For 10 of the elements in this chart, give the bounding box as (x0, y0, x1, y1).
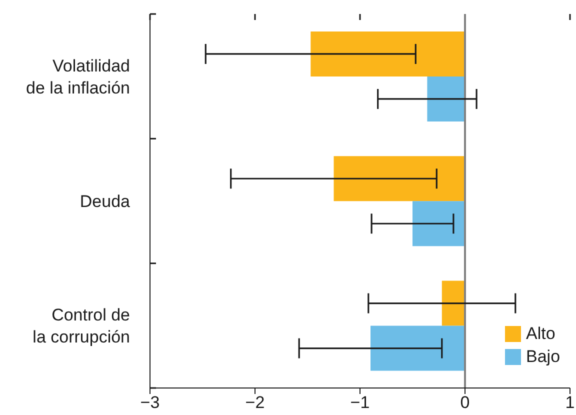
x-tick-label: −2 (245, 393, 265, 412)
y-tick-label: Control de la corrupción (32, 305, 130, 346)
legend-label: Bajo (526, 346, 560, 368)
y-tick-label: Deuda (80, 192, 131, 210)
x-tick-label: −3 (140, 393, 160, 412)
x-tick-label: 1 (565, 393, 575, 412)
y-tick-label: Volatilidad de la inflación (26, 56, 130, 97)
x-tick-label: 0 (460, 393, 470, 412)
x-tick-label: −1 (350, 393, 370, 412)
legend-label: Alto (526, 323, 556, 345)
